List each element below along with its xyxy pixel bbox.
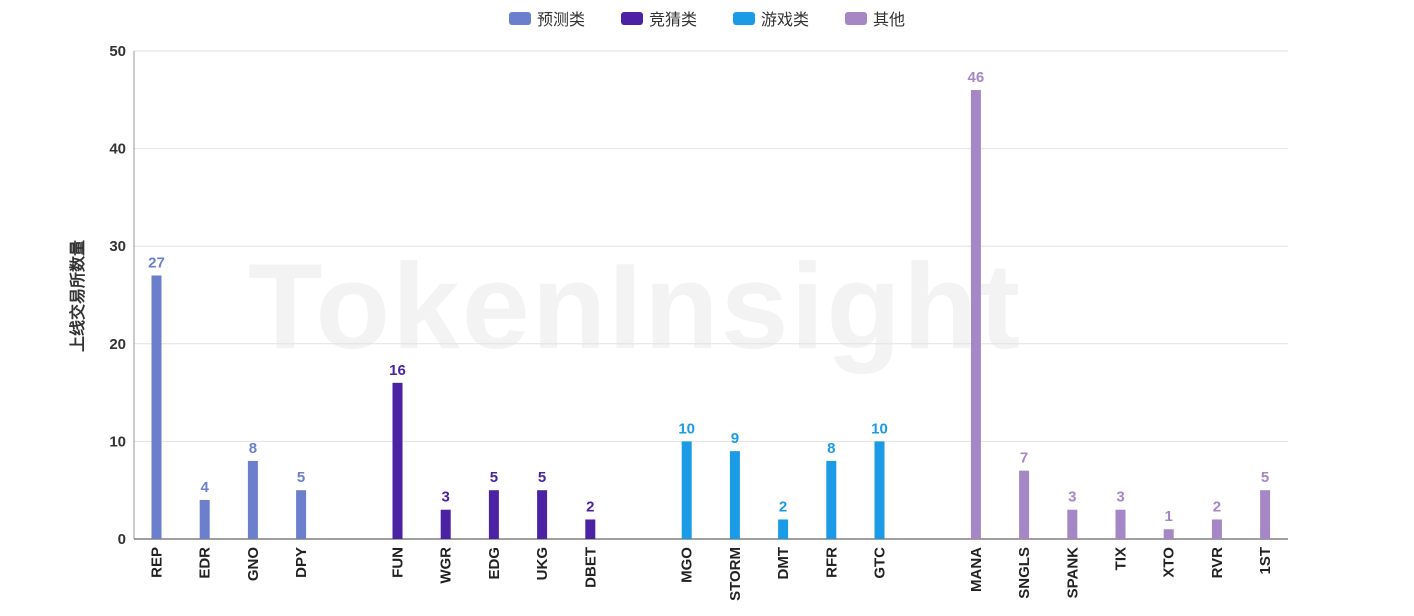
legend-label: 预测类 [536,12,585,29]
x-tick-label: SPANK [1064,547,1081,599]
bar [537,490,548,539]
bar [729,451,740,539]
x-tick-label: EDG [486,547,503,580]
bar [1211,519,1222,539]
y-tick-label: 10 [109,433,126,450]
y-tick-label: 0 [118,531,126,548]
x-tick-label: MGO [679,547,696,583]
legend-swatch [733,11,755,25]
data-label: 7 [1020,450,1028,467]
bar [681,441,692,539]
data-label: 3 [1116,489,1124,506]
x-tick-label: MANA [968,547,985,592]
data-label: 2 [779,498,787,515]
data-label: 27 [148,254,165,271]
data-label: 3 [442,489,450,506]
bar [1115,509,1126,539]
data-label: 5 [297,469,305,486]
data-label: 8 [249,440,257,457]
bar [1260,490,1271,539]
y-tick-label: 30 [109,238,126,255]
y-tick-label: 40 [109,141,126,158]
data-label: 10 [871,420,888,437]
bar [247,460,258,539]
legend-item-betting[interactable]: 竞猜类 [620,6,697,30]
legend-item-other[interactable]: 其他 [845,6,905,30]
y-tick-label: 50 [109,43,126,60]
bar [1163,529,1174,539]
bar [970,90,981,539]
x-tick-label: RVR [1209,547,1226,579]
data-label: 46 [968,69,985,86]
legend-swatch [620,11,643,25]
x-tick-label: TIX [1113,547,1130,570]
bar [874,441,885,539]
data-label: 5 [490,469,498,486]
data-label: 4 [201,479,210,496]
y-tick-label: 20 [109,336,126,353]
x-tick-label: EDR [197,547,214,579]
data-label: 9 [731,430,739,447]
watermark: TokenInsight [248,238,1023,374]
data-label: 5 [1261,469,1269,486]
x-tick-label: RFR [823,547,840,578]
x-tick-label: REP [149,547,166,578]
data-label: 10 [678,420,695,437]
legend: 预测类 竞猜类 游戏类 其他 [0,6,1414,30]
legend-swatch [845,11,868,25]
x-tick-label: DMT [775,547,792,580]
bar [1067,509,1078,539]
bar [778,519,789,539]
bar [151,275,162,539]
data-label: 1 [1165,508,1173,525]
bar [826,460,837,539]
legend-label: 竞猜类 [648,12,697,29]
legend-item-gaming[interactable]: 游戏类 [733,6,809,30]
bar [488,490,499,539]
x-tick-label: GTC [872,547,889,579]
x-tick-label: DPY [293,547,310,578]
bar [199,499,210,539]
x-tick-label: 1ST [1257,547,1274,575]
x-tick-label: UKG [534,547,551,580]
bar [585,519,596,539]
x-tick-label: DBET [582,547,599,588]
x-tick-label: GNO [245,547,262,582]
data-label: 2 [1213,498,1221,515]
data-label: 2 [586,498,594,515]
x-tick-label: STORM [727,547,744,601]
x-tick-label: SNGLS [1016,547,1033,599]
data-label: 16 [389,362,406,379]
legend-swatch [508,11,531,25]
bar [392,382,403,539]
data-label: 3 [1068,489,1076,506]
x-tick-label: WGR [438,547,455,584]
legend-label: 其他 [873,12,906,29]
bar [1019,470,1030,539]
legend-label: 游戏类 [761,12,810,29]
legend-item-prediction[interactable]: 预测类 [508,6,585,30]
x-tick-label: XTO [1161,547,1178,578]
x-tick-label: FUN [390,547,407,578]
data-label: 8 [827,440,835,457]
data-label: 5 [538,469,546,486]
bar [296,490,307,539]
bar [440,509,451,539]
